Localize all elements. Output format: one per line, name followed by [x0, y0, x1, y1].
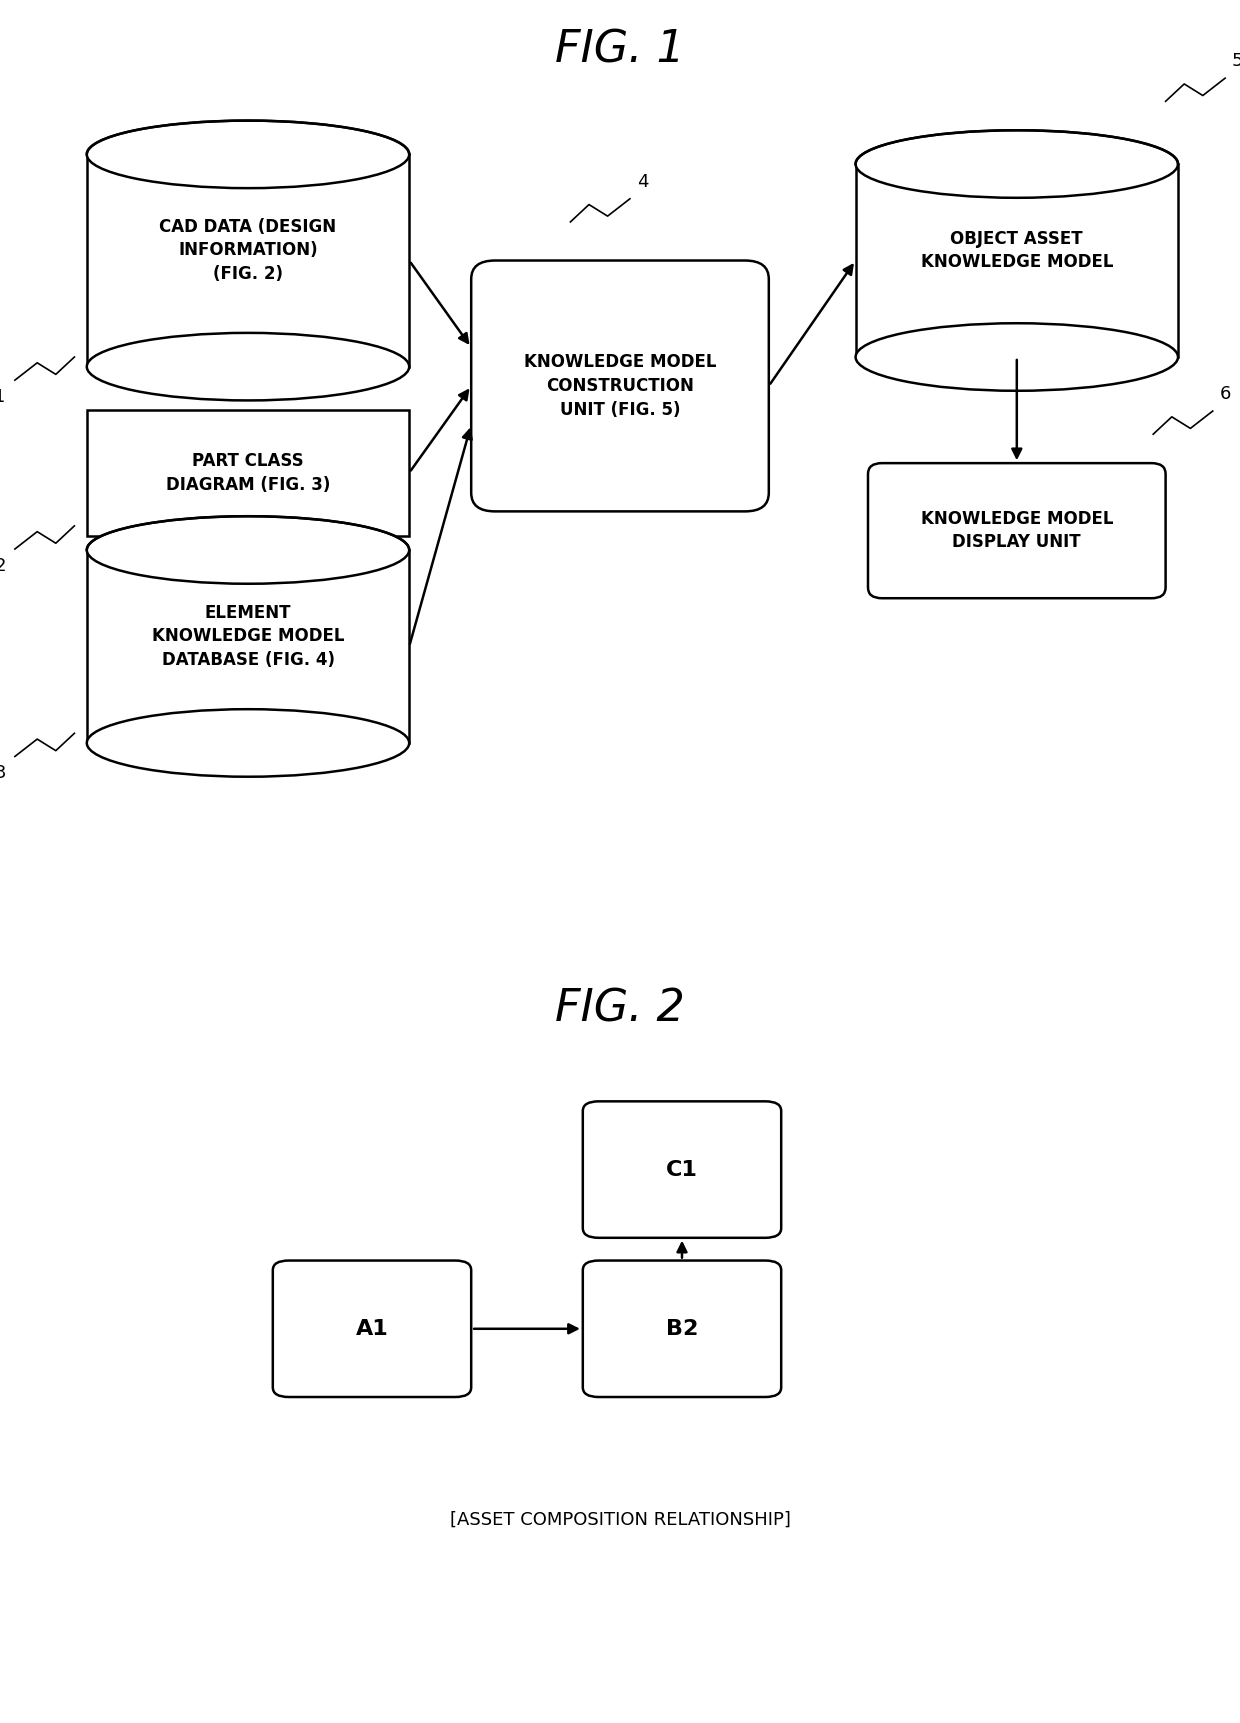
Text: ELEMENT
KNOWLEDGE MODEL
DATABASE (FIG. 4): ELEMENT KNOWLEDGE MODEL DATABASE (FIG. 4…	[151, 603, 345, 669]
Text: C1: C1	[666, 1160, 698, 1180]
Text: 1: 1	[0, 388, 6, 407]
Text: B2: B2	[666, 1318, 698, 1339]
Text: 5: 5	[1231, 52, 1240, 71]
Bar	[87, 550, 409, 743]
Text: PART CLASS
DIAGRAM (FIG. 3): PART CLASS DIAGRAM (FIG. 3)	[166, 451, 330, 493]
Ellipse shape	[87, 121, 409, 188]
FancyBboxPatch shape	[868, 463, 1166, 598]
Text: 2: 2	[0, 557, 6, 575]
Text: OBJECT ASSET
KNOWLEDGE MODEL: OBJECT ASSET KNOWLEDGE MODEL	[920, 229, 1114, 271]
Text: CAD DATA (DESIGN
INFORMATION)
(FIG. 2): CAD DATA (DESIGN INFORMATION) (FIG. 2)	[160, 217, 336, 283]
Text: 4: 4	[636, 172, 649, 191]
Text: KNOWLEDGE MODEL
CONSTRUCTION
UNIT (FIG. 5): KNOWLEDGE MODEL CONSTRUCTION UNIT (FIG. …	[523, 353, 717, 419]
Text: FIG. 2: FIG. 2	[556, 987, 684, 1030]
Text: A1: A1	[356, 1318, 388, 1339]
Text: 6: 6	[1219, 386, 1231, 403]
Text: KNOWLEDGE MODEL
DISPLAY UNIT: KNOWLEDGE MODEL DISPLAY UNIT	[920, 510, 1114, 551]
FancyBboxPatch shape	[471, 260, 769, 512]
FancyBboxPatch shape	[583, 1101, 781, 1237]
Ellipse shape	[87, 710, 409, 777]
Text: FIG. 1: FIG. 1	[556, 29, 684, 72]
Bar	[87, 155, 409, 367]
Bar	[87, 410, 409, 536]
Bar	[856, 164, 1178, 357]
Ellipse shape	[87, 517, 409, 584]
FancyBboxPatch shape	[583, 1261, 781, 1397]
FancyBboxPatch shape	[273, 1261, 471, 1397]
Text: [ASSET COMPOSITION RELATIONSHIP]: [ASSET COMPOSITION RELATIONSHIP]	[450, 1511, 790, 1528]
Text: 3: 3	[0, 765, 6, 782]
Ellipse shape	[856, 324, 1178, 391]
Ellipse shape	[87, 333, 409, 400]
Ellipse shape	[856, 131, 1178, 198]
